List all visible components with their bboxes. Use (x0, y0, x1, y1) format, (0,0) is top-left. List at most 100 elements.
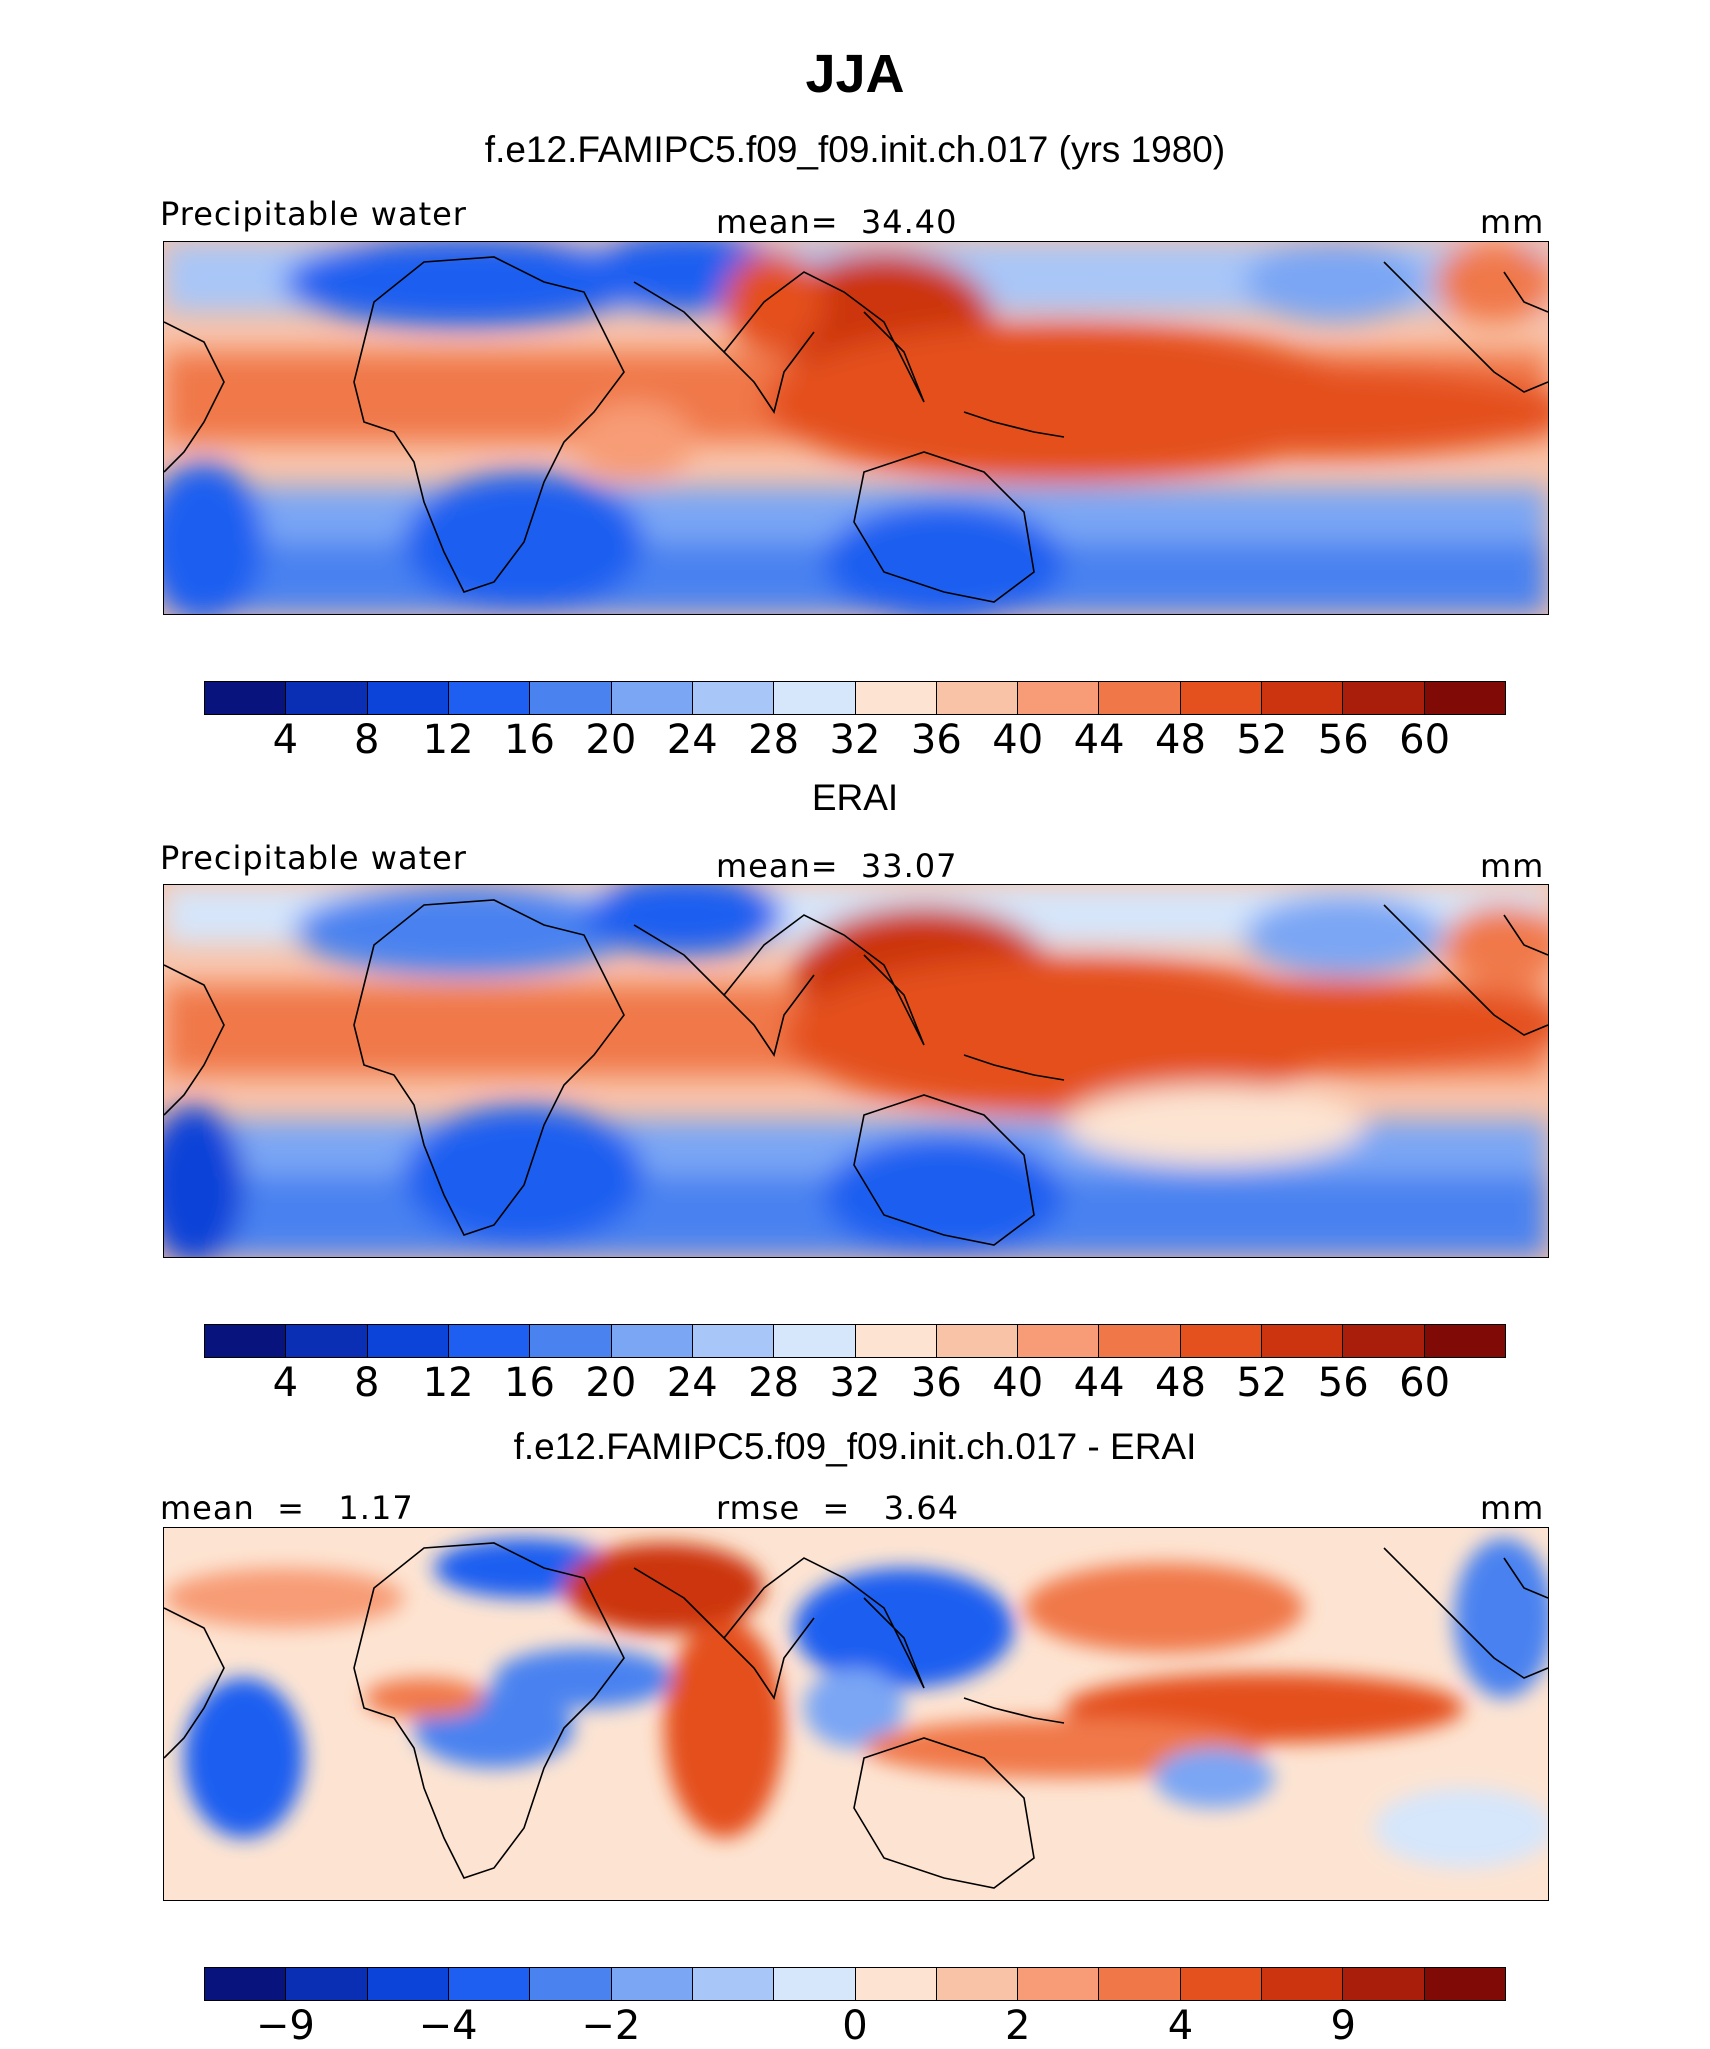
colorbar-tick-label: −9 (255, 2003, 315, 2049)
colorbar-tick-label: 4 (272, 717, 299, 763)
colorbar-tick-label: 32 (829, 717, 881, 763)
panel3-colorbar-ticks: −9 −4 −2 0 2 4 9 (204, 2004, 1506, 2048)
colorbar-tick-label: 16 (504, 717, 555, 763)
colorbar-tick-label: 56 (1317, 717, 1369, 763)
colorbar-tick-label: 52 (1236, 717, 1288, 763)
colorbar-tick-label: 16 (504, 1360, 555, 1406)
world-map-icon (164, 242, 1548, 614)
colorbar-tick-label: 2 (1005, 2003, 1031, 2049)
panel2-colorbar-ticks: 4 8 12 16 20 24 28 32 36 40 44 48 52 56 60 (204, 1361, 1506, 1405)
colorbar-tick-label: 48 (1155, 1360, 1206, 1406)
colorbar-segment (1343, 1325, 1425, 1357)
colorbar-segment (855, 682, 937, 714)
panel2-units-label: mm (1480, 847, 1545, 885)
colorbar-segment (1424, 1968, 1505, 2000)
colorbar-tick-label: 60 (1399, 1360, 1451, 1406)
colorbar-tick-label: 12 (422, 717, 474, 763)
colorbar-segment (611, 1325, 693, 1357)
colorbar-tick-label: 36 (910, 717, 962, 763)
panel3-subtitle: f.e12.FAMIPC5.f09_f09.init.ch.017 - ERAI (513, 1426, 1197, 1467)
colorbar-tick-label: 9 (1330, 2003, 1356, 2049)
colorbar-segment (692, 1325, 775, 1357)
world-map-icon (164, 885, 1548, 1257)
colorbar-tick-label: 36 (910, 1360, 962, 1406)
colorbar-segment (1018, 1968, 1100, 2000)
colorbar-tick-label: 20 (585, 1360, 637, 1406)
panel3-rmse-label: rmse = 3.64 (716, 1489, 960, 1527)
colorbar-segment (692, 682, 775, 714)
panel1-units-label: mm (1480, 203, 1545, 241)
colorbar-tick-label: 4 (1167, 2003, 1194, 2049)
colorbar-segment (1180, 682, 1263, 714)
colorbar-segment (1018, 1325, 1100, 1357)
colorbar-segment (530, 1968, 612, 2000)
colorbar-segment (1343, 1968, 1425, 2000)
colorbar-segment (205, 1325, 287, 1357)
colorbar-segment (530, 1325, 612, 1357)
colorbar-segment (448, 1968, 531, 2000)
colorbar-tick-label: −4 (418, 2003, 478, 2049)
panel2-mean-label: mean= 33.07 (716, 847, 958, 885)
colorbar-segment (1262, 1325, 1344, 1357)
colorbar-segment (1343, 682, 1425, 714)
panel1-mean-label: mean= 34.40 (716, 203, 958, 241)
colorbar-segment (1424, 682, 1505, 714)
colorbar-tick-label: −2 (581, 2003, 641, 2049)
colorbar-segment (774, 1968, 856, 2000)
panel2-left-label: Precipitable water (160, 839, 467, 877)
colorbar-segment (1099, 1968, 1181, 2000)
colorbar-tick-label: 40 (992, 1360, 1044, 1406)
panel1-colorbar (204, 681, 1506, 715)
colorbar-segment (205, 682, 287, 714)
panel2-colorbar (204, 1324, 1506, 1358)
colorbar-segment (936, 1325, 1019, 1357)
world-map-icon (164, 1528, 1548, 1900)
colorbar-tick-label: 52 (1236, 1360, 1288, 1406)
panel2-subtitle: ERAI (811, 777, 899, 818)
colorbar-tick-label: 28 (748, 1360, 800, 1406)
colorbar-segment (1262, 1968, 1344, 2000)
colorbar-tick-label: 20 (585, 717, 637, 763)
colorbar-tick-label: 44 (1073, 717, 1125, 763)
colorbar-segment (1424, 1325, 1505, 1357)
colorbar-tick-label: 60 (1399, 717, 1451, 763)
colorbar-segment (936, 1968, 1019, 2000)
colorbar-tick-label: 32 (829, 1360, 881, 1406)
colorbar-tick-label: 48 (1155, 717, 1206, 763)
colorbar-segment (774, 1325, 856, 1357)
colorbar-segment (448, 1325, 531, 1357)
panel2-map (163, 884, 1549, 1258)
colorbar-segment (205, 1968, 287, 2000)
colorbar-segment (774, 682, 856, 714)
colorbar-segment (611, 1968, 693, 2000)
colorbar-tick-label: 8 (354, 717, 380, 763)
colorbar-tick-label: 8 (354, 1360, 380, 1406)
colorbar-segment (936, 682, 1019, 714)
colorbar-segment (286, 1325, 368, 1357)
colorbar-tick-label: 24 (666, 717, 718, 763)
colorbar-segment (1099, 682, 1181, 714)
colorbar-tick-label: 12 (422, 1360, 474, 1406)
colorbar-segment (530, 682, 612, 714)
panel3-mean-label: mean = 1.17 (160, 1489, 414, 1527)
colorbar-tick-label: 28 (748, 717, 800, 763)
colorbar-segment (692, 1968, 775, 2000)
colorbar-tick-label: 4 (272, 1360, 299, 1406)
colorbar-tick-label: 56 (1317, 1360, 1369, 1406)
colorbar-segment (367, 1325, 449, 1357)
colorbar-segment (1262, 682, 1344, 714)
colorbar-segment (855, 1325, 937, 1357)
panel3-map (163, 1527, 1549, 1901)
colorbar-segment (286, 682, 368, 714)
colorbar-segment (1099, 1325, 1181, 1357)
colorbar-segment (286, 1968, 368, 2000)
colorbar-segment (611, 682, 693, 714)
colorbar-segment (1180, 1325, 1263, 1357)
colorbar-segment (448, 682, 531, 714)
panel1-colorbar-ticks: 4 8 12 16 20 24 28 32 36 40 44 48 52 56 60 (204, 718, 1506, 762)
colorbar-segment (367, 682, 449, 714)
colorbar-tick-label: 44 (1073, 1360, 1125, 1406)
colorbar-segment (855, 1968, 937, 2000)
panel1-map (163, 241, 1549, 615)
panel3-units-label: mm (1480, 1489, 1545, 1527)
